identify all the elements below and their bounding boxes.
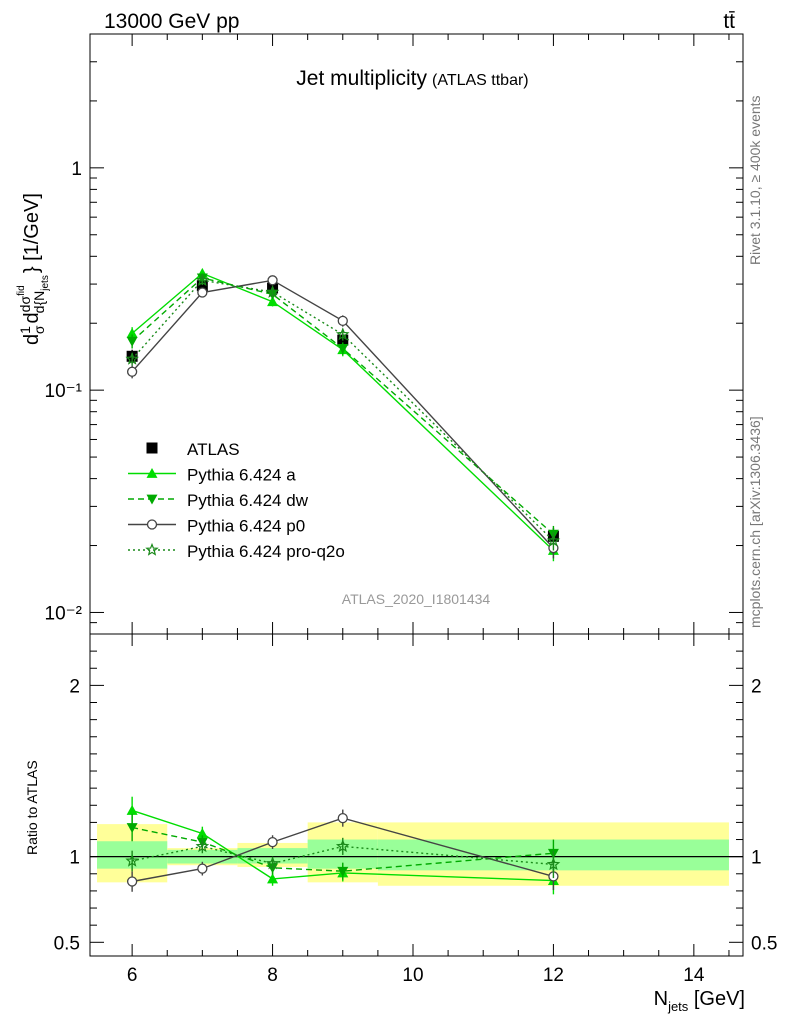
ratio-plot-layer: 6 8 10 12 140.5 0.51 12 2 [54,634,777,986]
ratio-series-3-point [265,856,280,870]
x-tick-label: 10 [402,965,423,986]
ratio-series-3-point [125,853,139,867]
legend-item-0-marker [146,442,158,454]
analysis-tag: ATLAS_2020_I1801434 [342,591,491,607]
series-4-point [195,273,210,287]
main-y-tick-label: 10⁻² [45,603,83,624]
series-4-point [546,533,561,547]
series-4-point [335,327,350,341]
legend-item-3-marker [146,519,158,530]
ratio-series-2-point [197,863,208,874]
ratio-series-0-point [267,873,279,884]
ratio-y-axis-label: Ratio to ATLAS [24,760,40,855]
series-4-point [265,284,280,298]
legend-item-1-marker [146,468,158,478]
main-y-axis-label: d1σddσfidd{Njets} [1/GeV] [16,193,51,345]
series-2-line [131,277,554,535]
x-tick-label: 14 [683,965,705,986]
legend-item-0-label: ATLAS [187,440,240,459]
ratio-series-0-point [126,804,138,815]
legend-item-4-label: Pythia 6.424 pro-q2o [187,542,345,561]
main-plot-layer: 1 10⁻¹ 10⁻² [45,33,743,635]
series-3-point [126,366,138,377]
process-label: tt̄ [723,10,735,33]
chart-title: Jet multiplicity [296,67,427,90]
ratio-series-3-line [131,845,554,866]
ratio-plot-frame [89,633,744,957]
mcplots-label: mcplots.cern.ch [arXiv:1306.3436] [747,416,763,628]
legend-item-2-marker [146,494,158,505]
series-1-point [126,327,138,338]
ratio-series-3-point [546,857,561,871]
series-3-point [197,287,208,298]
legend: ATLAS Pythia 6.424 a Pythia 6.424 dw Pythia… [128,440,345,561]
main-y-tick-label: 10⁻¹ [45,381,83,402]
series-0-point [196,280,208,292]
ratio-y-tick-label-right: 1 [751,848,762,869]
legend-item-3-label: Pythia 6.424 p0 [187,517,305,536]
series-3-point [267,275,278,286]
ratio-series-2-point [267,836,278,848]
main-y-axis-label-text: d1σddσfidd{Njets} [1/GeV] [16,193,51,345]
legend-item-4-marker [145,542,159,556]
ratio-series-3-point [195,839,210,853]
series-2-point [337,344,349,354]
x-tick-label: 12 [543,965,564,986]
x-axis-label: Njets [GeV] [654,988,745,1014]
ratio-y-tick-label: 1 [69,848,80,869]
rivet-label: Rivet 3.1.10, ≥ 400k events [747,95,763,265]
ratio-series-3-point [335,839,350,853]
chart-subtitle: (ATLAS ttbar) [432,72,529,89]
legend-item-1-label: Pythia 6.424 a [187,466,296,485]
ratio-y-tick-label-right: 0.5 [751,933,777,954]
x-tick-label: 8 [267,965,278,986]
series-2-point [126,336,138,347]
x-tick-label: 6 [127,965,138,986]
ratio-series-2-point [337,812,348,824]
series-3-point [337,315,348,326]
ratio-series-1-point [126,823,138,834]
series-4-point [125,351,139,365]
energy-label: 13000 GeV pp [104,10,239,33]
ratio-series-0-point [196,828,208,838]
series-1-point [267,296,279,307]
ratio-y-tick-label-right: 2 [751,676,762,697]
main-y-tick-label: 1 [71,159,82,180]
ratio-y-tick-label: 0.5 [54,933,80,954]
legend-item-2-label: Pythia 6.424 dw [187,491,309,510]
ratio-y-tick-label: 2 [69,676,80,697]
ratio-series-1-point [337,866,349,877]
ratio-series-2-point [126,876,138,887]
